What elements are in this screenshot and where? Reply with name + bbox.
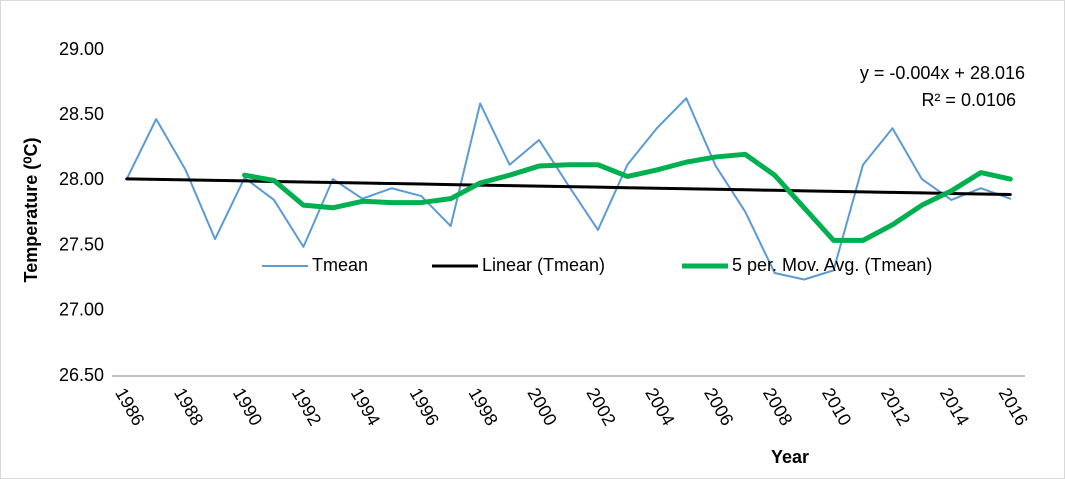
- y-tick-label: 27.00: [59, 300, 104, 320]
- legend-label: Linear (Tmean): [482, 255, 605, 275]
- x-axis-title: Year: [771, 447, 809, 467]
- legend-label: 5 per. Mov. Avg. (Tmean): [732, 255, 932, 275]
- y-tick-label: 28.00: [59, 169, 104, 189]
- y-tick-label: 26.50: [59, 365, 104, 385]
- legend-label: Tmean: [312, 255, 368, 275]
- y-axis-title: Temperature (⁰C): [21, 138, 41, 283]
- y-tick-label: 27.50: [59, 234, 104, 254]
- trend-equation: y = -0.004x + 28.016: [860, 63, 1025, 83]
- y-tick-label: 29.00: [59, 39, 104, 59]
- y-tick-label: 28.50: [59, 104, 104, 124]
- trend-r2: R² = 0.0106: [921, 90, 1016, 110]
- series-line: [242, 151, 1013, 243]
